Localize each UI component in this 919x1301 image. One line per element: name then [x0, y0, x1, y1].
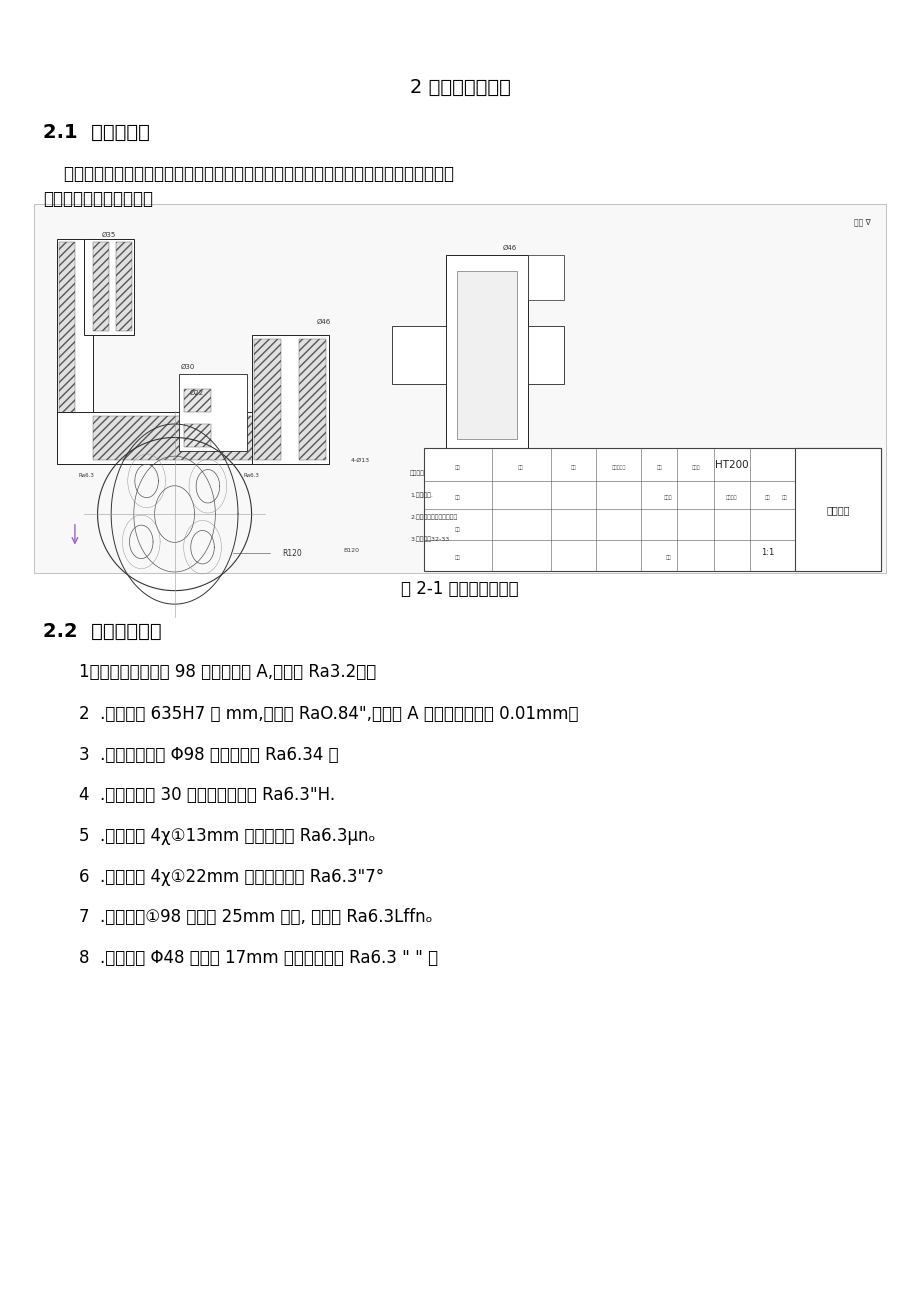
Text: Ø46: Ø46 [317, 319, 331, 325]
Text: Ra6.3: Ra6.3 [244, 474, 259, 477]
Bar [116, 242, 131, 332]
Bar [57, 238, 93, 464]
Text: 2.非配合面无飞边毛刺锐棱: 2.非配合面无飞边毛刺锐棱 [410, 514, 457, 519]
Text: 摇臂连杆: 摇臂连杆 [825, 505, 848, 515]
Bar [184, 424, 210, 448]
Text: 设计: 设计 [454, 494, 460, 500]
Text: 阶段标记: 阶段标记 [725, 494, 737, 500]
Text: 图 2-1 摇臂连杆零件图: 图 2-1 摇臂连杆零件图 [401, 580, 518, 597]
Text: 签名: 签名 [656, 466, 662, 470]
Bar [299, 340, 325, 461]
Text: 4  .摇臂连杆中 30 两端面，粗糙度 Ra6.3"H.: 4 .摇臂连杆中 30 两端面，粗糙度 Ra6.3"H. [79, 786, 335, 804]
Bar [57, 412, 328, 464]
Text: 4-Ø13: 4-Ø13 [350, 458, 369, 463]
Text: 2.1  零件的作用: 2.1 零件的作用 [43, 122, 150, 142]
Bar [446, 255, 528, 455]
Bar [794, 449, 880, 571]
Bar [391, 327, 446, 384]
Text: 5  .摇臂连杆 4χ①13mm 孔，粗糙度 Ra6.3μnₒ: 5 .摇臂连杆 4χ①13mm 孔，粗糙度 Ra6.3μnₒ [79, 827, 375, 844]
Text: 题目所给的零件是摇臂连杆，摇臂连杆的作用是将推杆或凸轮传来的力改变方向，作用到: 题目所给的零件是摇臂连杆，摇臂连杆的作用是将推杆或凸轮传来的力改变方向，作用到 [43, 165, 454, 183]
Text: 更改文件号: 更改文件号 [611, 466, 625, 470]
Text: 气门杆尾部以推开气门。: 气门杆尾部以推开气门。 [43, 190, 153, 208]
Bar [93, 416, 255, 461]
Text: 工艺: 工艺 [454, 556, 460, 561]
Text: 处数: 处数 [517, 466, 523, 470]
Text: 批准: 批准 [664, 556, 671, 561]
Text: Ø46: Ø46 [502, 245, 516, 251]
Bar [60, 242, 74, 461]
Text: 3.涂平和钢32-33: 3.涂平和钢32-33 [410, 536, 448, 541]
Text: R120: R120 [282, 549, 302, 558]
Text: Ra6.3: Ra6.3 [79, 474, 95, 477]
Text: HT200: HT200 [714, 461, 748, 470]
Text: 比例: 比例 [780, 494, 787, 500]
Text: 年月日: 年月日 [690, 466, 699, 470]
Text: 6  .摇臂连杆 4χ①22mm 沉孔，粗糙度 Ra6.3"7°: 6 .摇臂连杆 4χ①22mm 沉孔，粗糙度 Ra6.3"7° [79, 868, 384, 886]
Text: 其余 ∇: 其余 ∇ [853, 219, 870, 228]
Text: 3  .摇臂连杆上端 Φ98 端面粗糙度 Ra6.34 明: 3 .摇臂连杆上端 Φ98 端面粗糙度 Ra6.34 明 [79, 745, 339, 764]
Text: B120: B120 [343, 548, 359, 553]
Text: 1:1: 1:1 [761, 548, 774, 557]
Text: Ø30: Ø30 [181, 364, 195, 371]
Text: 标记: 标记 [454, 466, 460, 470]
Bar [34, 204, 885, 574]
Text: 标准化: 标准化 [664, 494, 672, 500]
Bar [184, 389, 210, 412]
Bar [424, 449, 880, 571]
Text: Ø35: Ø35 [101, 232, 116, 238]
Text: 重量: 重量 [765, 494, 770, 500]
Text: 2 零件的工艺分析: 2 零件的工艺分析 [409, 78, 510, 96]
Bar [93, 242, 109, 332]
Text: 8  .摇臂连杆 Φ48 中心距 17mm 端面，粗糙度 Ra6.3 " " 。: 8 .摇臂连杆 Φ48 中心距 17mm 端面，粗糙度 Ra6.3 " " 。 [79, 950, 438, 967]
Text: 分区: 分区 [570, 466, 575, 470]
Text: Ø22: Ø22 [190, 390, 204, 396]
Text: 审核: 审核 [454, 527, 460, 532]
Text: 1.铸造时效.: 1.铸造时效. [410, 492, 433, 498]
Bar [84, 238, 133, 336]
Text: 2  .摇臂连杆 635H7 孔 mm,粗糙度 RaO.84",与基准 A 的垂直度公差为 0.01mm。: 2 .摇臂连杆 635H7 孔 mm,粗糙度 RaO.84",与基准 A 的垂直… [79, 705, 578, 722]
Bar [528, 255, 563, 301]
Bar [251, 336, 328, 464]
Text: 2.2  零件图样分析: 2.2 零件图样分析 [43, 622, 162, 641]
Bar [179, 373, 247, 451]
Bar [457, 271, 516, 440]
Text: 技术要求: 技术要求 [410, 470, 425, 476]
Text: 1．摇臂连杆下端中 98 端面为基准 A,粗糙度 Ra3.2初。: 1．摇臂连杆下端中 98 端面为基准 A,粗糙度 Ra3.2初。 [79, 664, 376, 682]
Bar [254, 340, 281, 461]
Text: 7  .摇臂连杆①98 中心距 25mm 端面, 粗糙度 Ra6.3Lffnₒ: 7 .摇臂连杆①98 中心距 25mm 端面, 粗糙度 Ra6.3Lffnₒ [79, 908, 433, 926]
Bar [528, 327, 563, 384]
